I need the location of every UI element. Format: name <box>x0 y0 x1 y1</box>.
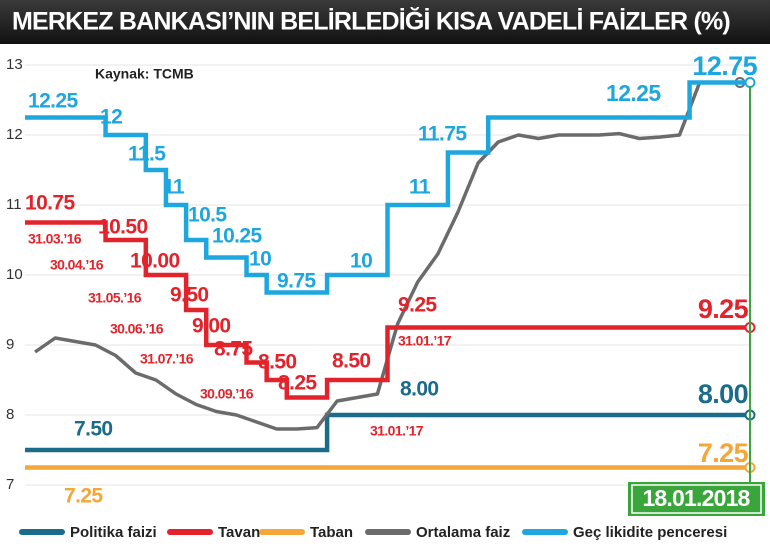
title-bar <box>0 0 770 44</box>
date-box <box>628 482 765 516</box>
legend-label: Taban <box>310 524 353 541</box>
annotation: 31.03.’16 <box>28 231 82 247</box>
step-line <box>25 80 750 295</box>
y-tick-label: 10 <box>6 266 23 283</box>
annotation: 31.07.’16 <box>140 351 194 367</box>
annotation: 10.5 <box>188 204 227 227</box>
y-tick-label: 11 <box>6 196 22 213</box>
annotation: 7.25 <box>64 485 103 508</box>
y-tick-label: 12 <box>6 126 23 143</box>
annotation: 10.75 <box>25 192 75 215</box>
annotation: 30.09.’16 <box>200 386 254 402</box>
annotation: 9.50 <box>170 284 208 307</box>
annotation: 12.25 <box>606 80 661 106</box>
y-tick-label: 13 <box>6 56 23 73</box>
date-label: 18.01.2018 <box>642 485 750 511</box>
legend-label: Geç likidite penceresi <box>573 524 727 541</box>
annotation: 10.25 <box>212 225 262 248</box>
date-box-border <box>631 484 762 514</box>
annotation: 30.04.’16 <box>50 257 104 273</box>
annotation: 9.75 <box>277 270 316 293</box>
annotation: 9.25 <box>398 294 437 317</box>
annotation: 31.05.’16 <box>88 290 142 306</box>
annotation: 31.01.’17 <box>398 333 452 349</box>
y-tick-label: 9 <box>6 336 14 353</box>
y-tick-label: 8 <box>6 406 14 423</box>
y-tick-label: 7 <box>6 476 14 493</box>
annotation: 31.01.’17 <box>370 423 424 439</box>
legend-label: Politika faizi <box>70 524 157 541</box>
annotation: 9.00 <box>192 315 230 338</box>
annotation: 10 <box>350 250 372 273</box>
annotation: 12.75 <box>692 51 757 81</box>
source: Kaynak: TCMB <box>95 66 194 82</box>
annotation: 11.75 <box>418 123 467 146</box>
annotation: 8.00 <box>698 379 748 409</box>
legend-label: Ortalama faiz <box>416 524 510 541</box>
annotation: 8.75 <box>214 338 253 361</box>
chart-title: MERKEZ BANKASI’NIN BELİRLEDİĞİ KISA VADE… <box>12 7 730 36</box>
annotation: 8.50 <box>258 351 296 374</box>
annotation: 10 <box>249 248 271 271</box>
annotation: 8.00 <box>400 378 438 401</box>
annotation: 9.25 <box>698 294 749 324</box>
annotation: 11 <box>409 176 431 199</box>
step-line <box>25 412 750 453</box>
annotation: 7.25 <box>698 438 749 468</box>
legend-label: Tavan <box>218 524 260 541</box>
annotation: 12 <box>100 106 122 129</box>
annotation: 10.00 <box>130 250 180 273</box>
annotation: 11 <box>163 176 185 199</box>
annotation: 30.06.’16 <box>110 321 164 337</box>
annotation: 10.50 <box>98 216 148 239</box>
annotation: 7.50 <box>74 418 112 441</box>
step-line <box>25 220 750 400</box>
annotation: 12.25 <box>28 90 78 113</box>
annotation: 8.25 <box>278 372 317 395</box>
annotation: 8.50 <box>332 350 370 373</box>
annotation: 11.5 <box>128 143 166 166</box>
